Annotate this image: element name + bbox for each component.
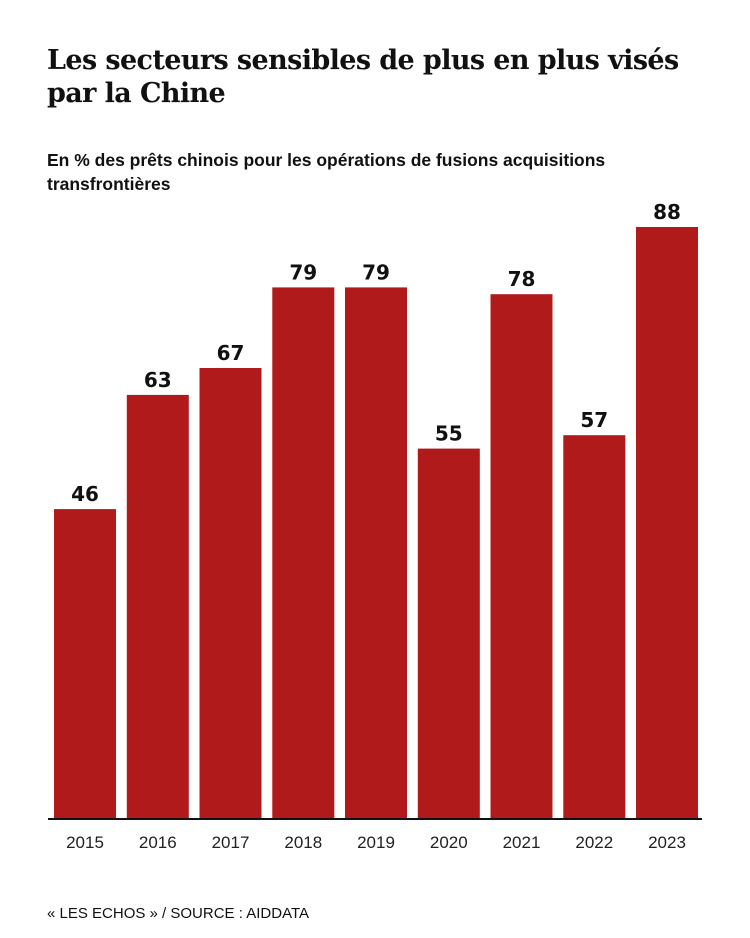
- data-label-2015: 46: [71, 482, 99, 506]
- chart-subtitle: En % des prêts chinois pour les opératio…: [47, 150, 606, 194]
- x-tick-2015: 2015: [66, 833, 104, 852]
- x-tick-2023: 2023: [648, 833, 686, 852]
- bar-2019: [345, 287, 407, 818]
- bar-2021: [490, 294, 553, 818]
- x-tick-2021: 2021: [503, 833, 541, 852]
- bar-2016: [126, 394, 189, 818]
- x-tick-2016: 2016: [139, 833, 177, 852]
- bar-2015: [54, 509, 116, 818]
- bar-2018: [272, 287, 335, 818]
- data-label-2016: 63: [144, 368, 172, 392]
- bar-2023: [636, 227, 698, 818]
- data-label-2023: 88: [653, 200, 681, 224]
- source-footer: « LES ECHOS » / SOURCE : AIDDATA: [47, 905, 310, 922]
- bar-2017: [199, 368, 262, 818]
- data-label-2017: 67: [217, 341, 245, 365]
- chart-title: Les secteurs sensibles de plus en plus v…: [47, 45, 679, 109]
- x-tick-2017: 2017: [212, 833, 250, 852]
- data-label-2020: 55: [435, 422, 463, 446]
- data-label-2019: 79: [362, 260, 390, 284]
- bar-2020: [417, 448, 480, 818]
- bar-2022: [563, 435, 626, 818]
- data-label-2022: 57: [580, 408, 608, 432]
- data-label-2021: 78: [508, 267, 536, 291]
- data-label-2018: 79: [289, 260, 317, 284]
- x-tick-2020: 2020: [430, 833, 468, 852]
- x-tick-2018: 2018: [284, 833, 322, 852]
- x-tick-2022: 2022: [575, 833, 613, 852]
- x-tick-2019: 2019: [357, 833, 395, 852]
